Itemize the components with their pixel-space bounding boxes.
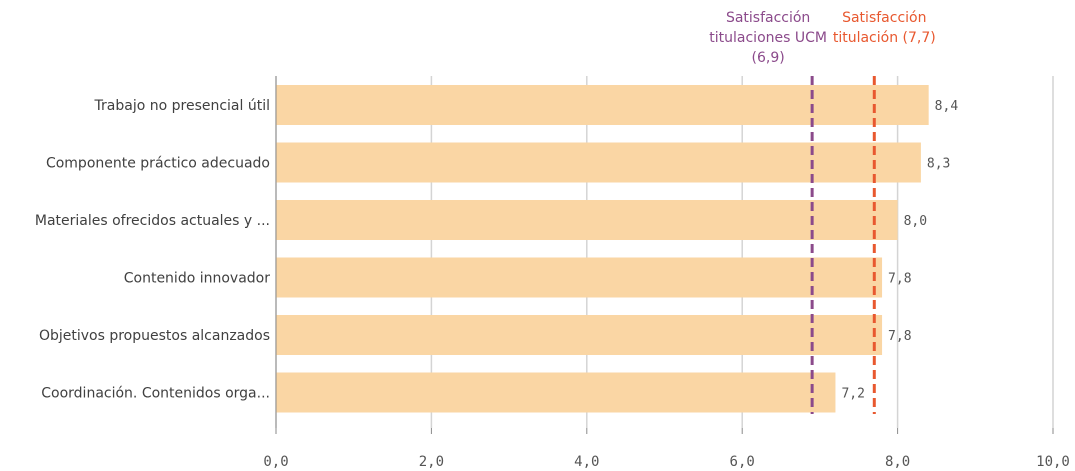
axes: 0,0 2,0 4,0 6,0 8,0 10,0 Trabajo no presencial… [35, 76, 1070, 470]
value-label: 7,8 [888, 329, 911, 344]
reference-line-label: Satisfacción [842, 10, 926, 26]
category-label: Trabajo no presencial útil [94, 98, 270, 114]
bar [276, 142, 921, 183]
value-label: 8,3 [927, 157, 950, 172]
reference-line-label: (6,9) [752, 50, 785, 66]
category-label: Objetivos propuestos alcanzados [39, 328, 270, 344]
bar [276, 315, 883, 355]
value-label: 8,4 [935, 99, 959, 114]
value-label: 8,0 [904, 214, 927, 229]
category-label: Materiales ofrecidos actuales y ... [35, 213, 270, 229]
bar [276, 257, 883, 298]
bar [276, 200, 898, 240]
x-tick-label: 10,0 [1036, 454, 1070, 470]
reference-line-label: titulación (7,7) [833, 30, 936, 46]
x-tick-label: 2,0 [419, 454, 444, 470]
category-label: Componente práctico adecuado [46, 156, 270, 172]
bar [276, 372, 836, 413]
value-label: 7,2 [841, 387, 864, 402]
x-tick-label: 6,0 [730, 454, 755, 470]
category-label: Contenido innovador [124, 271, 270, 287]
x-tick-label: 8,0 [885, 454, 910, 470]
x-tick-label: 0,0 [263, 454, 288, 470]
reference-line-label: Satisfacción [726, 10, 810, 26]
reference-line-label: titulaciones UCM [709, 30, 827, 46]
category-label: Coordinación. Contenidos orga... [41, 386, 270, 402]
bars: 8,4 8,3 8,0 7,8 7,8 7,2 [276, 85, 958, 413]
reference-lines: Satisfacción titulaciones UCM (6,9) Satisfa… [709, 10, 936, 414]
bar [276, 85, 929, 125]
x-tick-label: 4,0 [574, 454, 599, 470]
value-label: 7,8 [888, 272, 911, 287]
